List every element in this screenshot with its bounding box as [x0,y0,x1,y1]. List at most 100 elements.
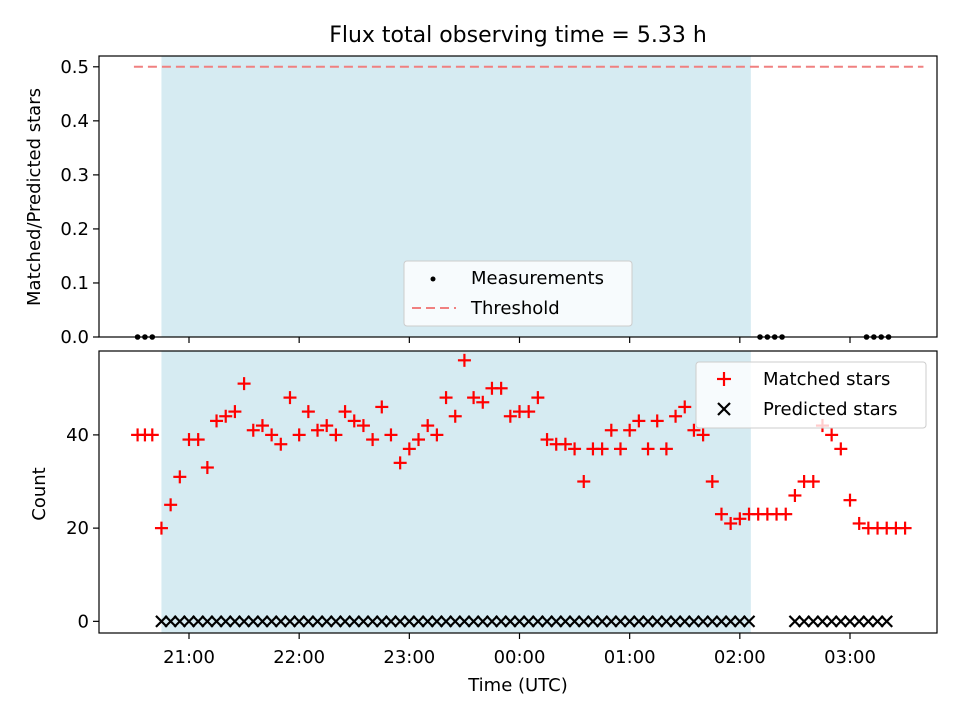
top-y-axis-label: Matched/Predicted stars [24,88,45,306]
predicted-star-point [412,615,425,628]
predicted-star-point [430,615,444,628]
matched-star-point [806,475,820,489]
bottom-points [131,353,912,628]
predicted-star-point [164,615,177,628]
x-tick-label: 01:00 [604,647,656,668]
predicted-star-point [458,615,471,628]
y-tick-label: 0.1 [60,273,89,294]
predicted-star-point [347,615,361,628]
matched-star-point [522,405,536,419]
legend-measurements-label: Measurements [471,268,604,289]
predicted-star-point [549,615,563,628]
predicted-star-point [834,615,848,628]
predicted-star-point [614,615,627,628]
predicted-star-point [724,615,737,628]
matched-star-point [604,423,618,437]
predicted-star-point [191,615,205,628]
predicted-star-point [715,615,728,628]
predicted-star-point [871,615,884,628]
legend-predicted-marker [717,402,731,416]
predicted-star-point [375,615,389,628]
matched-star-point [164,498,178,512]
matched-star-point [145,428,159,442]
predicted-star-point [173,615,187,628]
matched-star-point [834,442,848,456]
x-tick-label: 23:00 [383,647,435,668]
predicted-star-point [476,615,490,628]
predicted-star-point [366,615,379,628]
matched-star-point [366,433,380,447]
y-tick-label: 0.0 [60,327,89,348]
matched-star-point [265,428,279,442]
bottom-x-ticks: 21:00 22:00 23:00 00:00 01:00 02:00 03:00 [163,633,876,668]
predicted-star-point [678,615,692,628]
matched-star-point [457,353,471,367]
matched-star-point [219,409,233,423]
predicted-star-point [210,615,223,628]
legend-box [403,260,633,327]
predicted-star-point [292,615,306,628]
matched-star-point [898,521,912,535]
predicted-star-point [182,615,196,628]
matched-star-point [531,391,545,405]
matched-star-point [659,442,673,456]
top-y-ticks: 0.0 0.1 0.2 0.3 0.4 0.5 [60,57,99,348]
y-tick-label: 20 [66,518,89,539]
matched-star-point [393,456,407,470]
predicted-star-point [403,615,416,628]
x-tick-label: 22:00 [273,647,325,668]
matched-star-point [540,433,554,447]
matched-star-point [154,521,168,535]
top-panel: 0.0 0.1 0.2 0.3 0.4 0.5 Matched/Predicted sta… [24,55,938,348]
matched-star-point [329,428,343,442]
predicted-star-point [448,615,462,628]
matched-star-point [402,442,416,456]
legend-predicted-label: Predicted stars [763,399,897,420]
predicted-star-point [228,615,242,628]
matched-star-point [292,428,306,442]
x-tick-label: 02:00 [714,647,766,668]
matched-star-point [613,442,627,456]
predicted-star-point [742,615,756,628]
matched-star-point [494,381,508,395]
predicted-star-point [862,615,875,628]
matched-star-point [200,461,214,475]
predicted-star-point [494,615,508,628]
top-legend: Measurements Threshold [403,260,633,327]
predicted-star-point [256,615,269,628]
matched-star-point [705,475,719,489]
matched-star-point [246,423,260,437]
legend-threshold-label: Threshold [470,298,560,319]
predicted-star-point [302,615,315,628]
matched-star-point [274,437,288,451]
predicted-star-point [274,615,288,628]
matched-star-point [825,428,839,442]
matched-star-point [788,488,802,502]
matched-star-point [448,409,462,423]
y-tick-label: 0.5 [60,57,89,78]
predicted-star-point [632,615,646,628]
matched-star-point [228,405,242,419]
predicted-star-point [237,615,251,628]
predicted-star-point [155,615,168,628]
predicted-star-point [384,615,398,628]
predicted-star-point [485,615,499,628]
matched-star-point [779,507,793,521]
y-tick-label: 0.4 [60,111,89,132]
predicted-star-point [706,615,719,628]
predicted-star-point [540,615,554,628]
predicted-star-point [825,615,838,628]
predicted-star-point [357,615,370,628]
predicted-star-point [421,615,434,628]
observing-window-shade [161,351,751,633]
matched-star-point [421,419,435,433]
matched-star-point [311,423,325,437]
predicted-star-point [265,615,278,628]
matched-star-point [558,437,572,451]
x-axis-label: Time (UTC) [467,675,568,696]
matched-star-point [641,442,655,456]
matched-star-point [320,419,334,433]
matched-star-point [595,442,609,456]
matched-star-point [237,377,251,391]
